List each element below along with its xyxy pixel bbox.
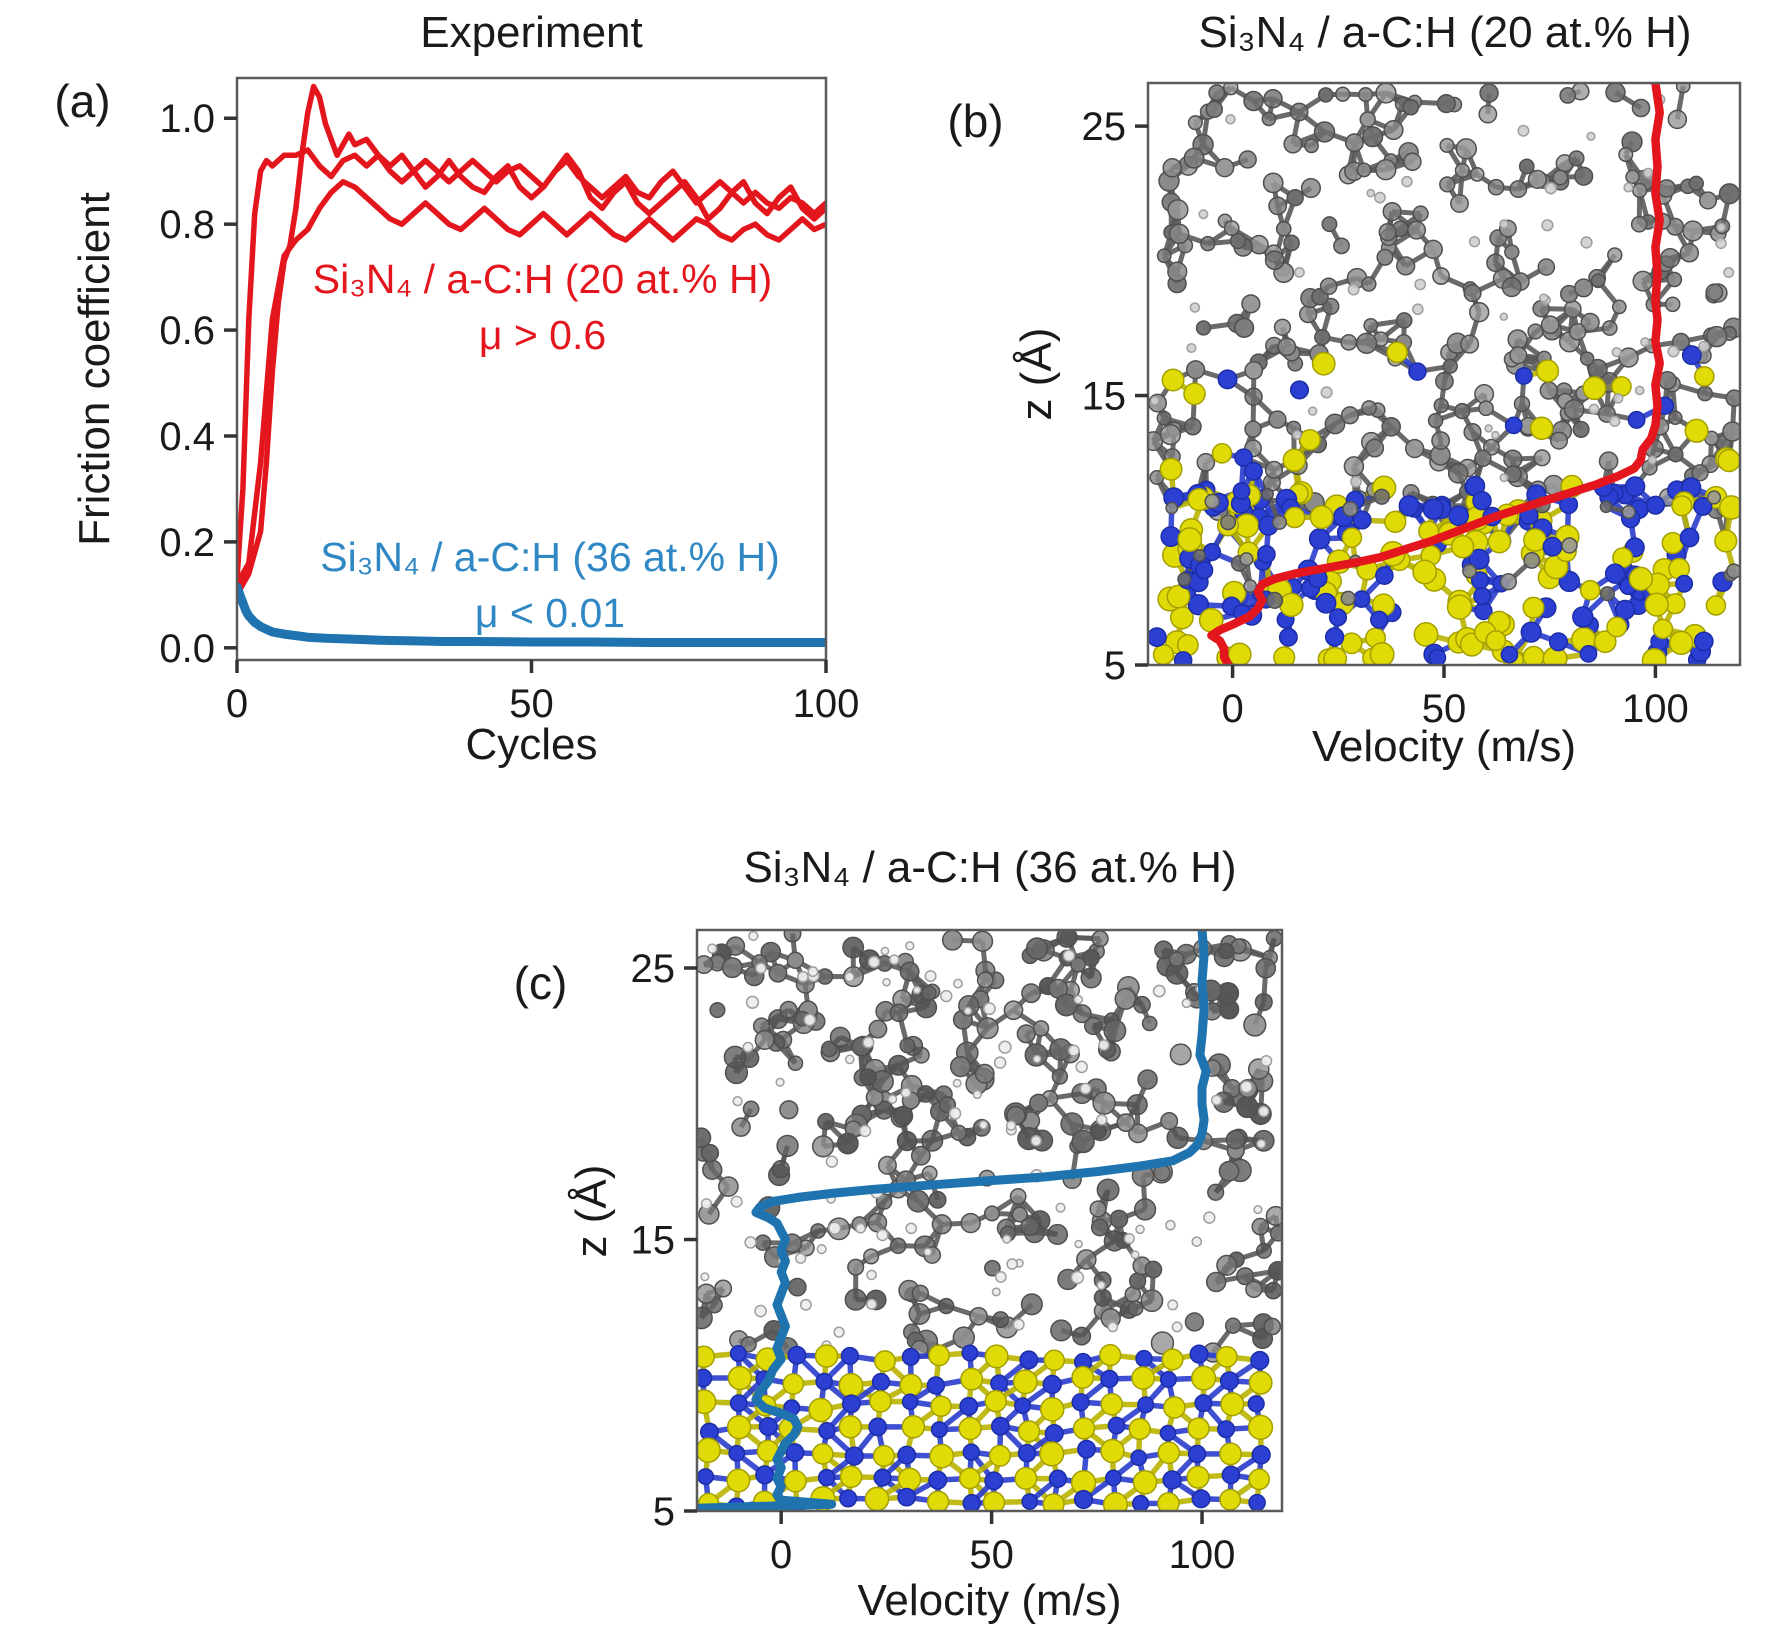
panel-c-y-axis-label: z (Å)	[567, 1164, 616, 1258]
legend-36atH-label: Si₃N₄ / a-C:H (36 at.% H)	[320, 534, 780, 580]
panel-a-x-axis-label: Cycles	[465, 720, 598, 769]
svg-text:0.6: 0.6	[159, 309, 215, 353]
svg-text:100: 100	[1169, 1533, 1236, 1577]
svg-text:0: 0	[1221, 687, 1243, 731]
svg-text:0: 0	[770, 1533, 792, 1577]
panel-a-title: Experiment	[420, 8, 643, 57]
svg-text:1.0: 1.0	[159, 97, 215, 141]
svg-text:0.2: 0.2	[159, 521, 215, 565]
panel-b-y-axis-label: z (Å)	[1012, 327, 1061, 421]
panel-b-title: Si₃N₄ / a-C:H (20 at.% H)	[1198, 8, 1692, 57]
panel-b-letter: (b)	[947, 95, 1004, 147]
legend-20atH-label: Si₃N₄ / a-C:H (20 at.% H)	[312, 256, 773, 302]
svg-text:15: 15	[631, 1219, 676, 1263]
svg-text:0.0: 0.0	[159, 627, 215, 671]
svg-text:25: 25	[631, 947, 676, 991]
svg-text:100: 100	[793, 682, 860, 726]
svg-text:0.8: 0.8	[159, 203, 215, 247]
panel-a-y-axis-label: Friction coefficient	[70, 192, 119, 546]
panel-c-title: Si₃N₄ / a-C:H (36 at.% H)	[743, 843, 1237, 892]
svg-text:50: 50	[969, 1533, 1014, 1577]
panel-b-x-axis-label: Velocity (m/s)	[1311, 722, 1577, 771]
svg-text:0: 0	[226, 682, 248, 726]
svg-text:5: 5	[1104, 644, 1126, 688]
svg-text:50: 50	[509, 682, 554, 726]
svg-text:15: 15	[1082, 375, 1127, 419]
svg-text:50: 50	[1422, 687, 1467, 731]
panel-a-letter: (a)	[54, 75, 111, 127]
legend-20atH-mu-value: μ > 0.6	[478, 312, 607, 358]
svg-text:25: 25	[1082, 105, 1127, 149]
legend-36atH-mu-value: μ < 0.01	[474, 590, 626, 636]
svg-text:100: 100	[1622, 687, 1689, 731]
panel-c-letter: (c)	[513, 957, 568, 1009]
panel-c-x-axis-label: Velocity (m/s)	[857, 1576, 1122, 1625]
svg-text:0.4: 0.4	[159, 415, 215, 459]
svg-text:5: 5	[653, 1490, 675, 1534]
